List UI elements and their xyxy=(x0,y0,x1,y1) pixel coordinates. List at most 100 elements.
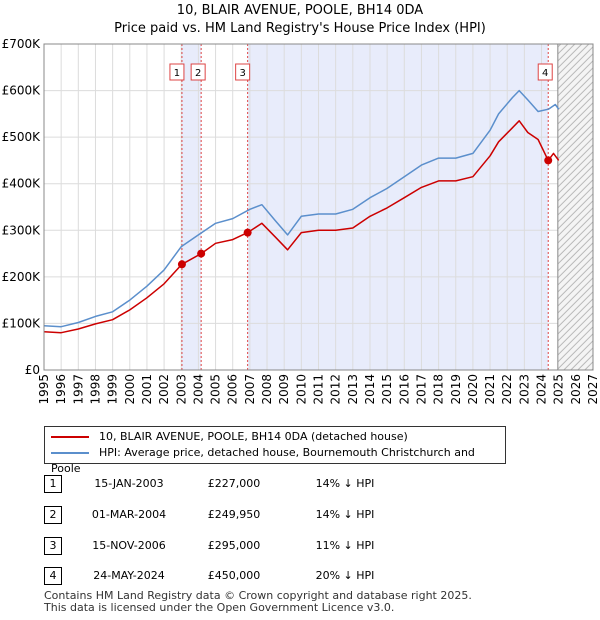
x-tick-label: 2025 xyxy=(552,374,566,405)
hatch-line xyxy=(557,291,594,328)
footer-copyright: Contains HM Land Registry data © Crown c… xyxy=(44,589,472,602)
x-tick-label: 2020 xyxy=(466,374,480,405)
sale-point xyxy=(544,156,553,165)
x-tick-label: 2009 xyxy=(277,374,291,405)
x-tick-label: 2013 xyxy=(346,374,360,405)
sale-point xyxy=(197,249,206,258)
hatch-line xyxy=(557,200,594,237)
sale-point xyxy=(177,260,186,269)
x-tick-label: 2010 xyxy=(294,374,308,405)
hatch-line xyxy=(557,312,594,349)
y-tick-label: £600K xyxy=(2,84,42,98)
x-tick-label: 1995 xyxy=(37,374,51,405)
x-tick-label: 2001 xyxy=(140,374,154,405)
y-tick-label: £700K xyxy=(2,37,42,51)
transaction-price: £295,000 xyxy=(207,539,261,552)
transaction-number: 2 xyxy=(44,506,62,524)
hatch-line xyxy=(557,88,594,125)
hatch-line xyxy=(557,172,594,209)
legend-label-property: 10, BLAIR AVENUE, POOLE, BH14 0DA (detac… xyxy=(99,430,408,443)
x-tick-label: 2003 xyxy=(174,374,188,405)
hatch-line xyxy=(557,298,594,335)
x-tick-label: 2011 xyxy=(312,374,326,405)
transaction-price: £450,000 xyxy=(207,569,261,582)
x-tick-label: 2008 xyxy=(260,374,274,405)
sale-label-box xyxy=(190,63,206,81)
x-tick-label: 2015 xyxy=(380,374,394,405)
x-tick-label: 2018 xyxy=(432,374,446,405)
ownership-shade xyxy=(247,44,549,370)
y-tick-label: £400K xyxy=(2,177,42,191)
transaction-price: £249,950 xyxy=(207,508,261,521)
sale-label: 2 xyxy=(190,63,206,81)
sale-label-box xyxy=(169,63,185,81)
price-chart: 1 2 3 4 £0 £100K £200K £300K £400K £500K £600K £70… xyxy=(2,37,600,405)
hpi-line xyxy=(43,89,560,328)
x-tick-label: 2002 xyxy=(157,374,171,405)
sale-label-number: 2 xyxy=(195,68,201,79)
y-tick-label: £300K xyxy=(2,223,42,237)
sale-label-number: 4 xyxy=(542,68,548,79)
legend: 10, BLAIR AVENUE, POOLE, BH14 0DA (detac… xyxy=(44,426,506,475)
footer-licence: This data is licensed under the Open Gov… xyxy=(44,601,395,614)
hatch-line xyxy=(557,67,594,104)
x-tick-label: 2027 xyxy=(586,374,600,405)
legend-item-hpi: HPI: Average price, detached house, Bour… xyxy=(51,445,505,475)
transaction-number: 4 xyxy=(44,567,62,585)
sale-label-box xyxy=(235,63,251,81)
y-tick-label: £500K xyxy=(2,130,42,144)
x-tick-label: 2005 xyxy=(209,374,223,405)
hatch-line xyxy=(557,284,594,321)
transaction-hpi-diff: 14% ↓ HPI xyxy=(315,508,375,521)
x-tick-label: 2014 xyxy=(363,374,377,405)
sale-label-number: 3 xyxy=(239,68,245,79)
x-tick-label: 2024 xyxy=(535,374,549,405)
x-tick-label: 2022 xyxy=(500,374,514,405)
x-tick-label: 1998 xyxy=(88,374,102,405)
x-tick-label: 1997 xyxy=(71,374,85,405)
property-price-line xyxy=(43,120,560,334)
hatch-line xyxy=(557,193,594,230)
ownership-shade xyxy=(181,44,202,370)
transaction-date: 15-NOV-2006 xyxy=(92,539,166,552)
x-tick-label: 2000 xyxy=(123,374,137,405)
hatch-line xyxy=(557,305,594,342)
hatch-line xyxy=(557,179,594,216)
transaction-date: 01-MAR-2004 xyxy=(91,508,167,521)
transaction-date: 24-MAY-2024 xyxy=(93,569,165,582)
x-tick-label: 2012 xyxy=(329,374,343,405)
sale-label: 1 xyxy=(169,63,185,81)
x-tick-label: 1999 xyxy=(106,374,120,405)
chart-subtitle: Price paid vs. HM Land Registry's House … xyxy=(114,21,486,36)
x-tick-label: 2026 xyxy=(569,374,583,405)
sale-label: 3 xyxy=(235,63,251,81)
legend-swatch-property xyxy=(51,436,89,438)
hatch-line xyxy=(557,186,594,223)
forecast-hatch xyxy=(557,44,594,370)
transaction-date: 15-JAN-2003 xyxy=(94,477,164,490)
sale-label: 4 xyxy=(537,63,553,81)
transaction-price: £227,000 xyxy=(207,477,261,490)
sale-label-number: 1 xyxy=(174,68,180,79)
x-tick-label: 2016 xyxy=(397,374,411,405)
x-tick-label: 2019 xyxy=(449,374,463,405)
x-tick-label: 2023 xyxy=(517,374,531,405)
transaction-number: 1 xyxy=(44,475,62,493)
x-tick-label: 2007 xyxy=(243,374,257,405)
y-tick-label: £0 xyxy=(25,363,40,377)
transaction-hpi-diff: 11% ↓ HPI xyxy=(315,539,375,552)
x-tick-label: 2017 xyxy=(414,374,428,405)
transaction-hpi-diff: 14% ↓ HPI xyxy=(315,477,375,490)
y-tick-label: £200K xyxy=(2,270,42,284)
transaction-hpi-diff: 20% ↓ HPI xyxy=(315,569,375,582)
sale-point xyxy=(243,228,252,237)
x-tick-label: 2006 xyxy=(226,374,240,405)
hatch-line xyxy=(557,95,594,132)
chart-title: 10, BLAIR AVENUE, POOLE, BH14 0DA xyxy=(176,3,424,18)
x-tick-label: 1996 xyxy=(54,374,68,405)
plot-frame xyxy=(43,43,594,371)
legend-label-hpi: HPI: Average price, detached house, Bour… xyxy=(51,446,475,475)
transaction-number: 3 xyxy=(44,537,62,555)
hatch-line xyxy=(557,74,594,111)
x-tick-label: 2004 xyxy=(191,374,205,405)
